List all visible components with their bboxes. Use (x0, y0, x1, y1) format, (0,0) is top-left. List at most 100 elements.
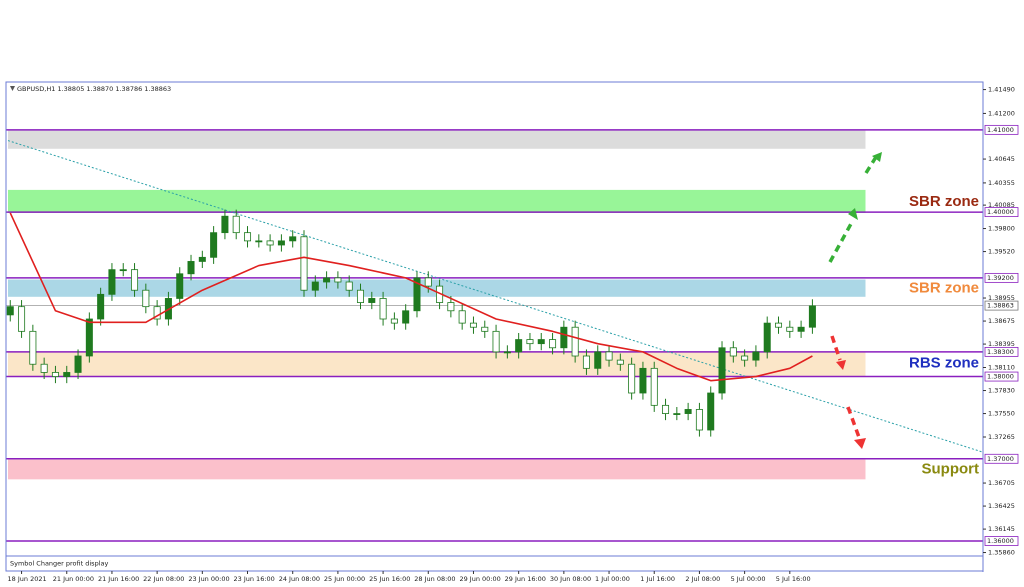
candle-body (255, 240, 263, 243)
x-tick-label: 25 Jun 00:00 (324, 575, 365, 583)
arrow-up (828, 221, 854, 263)
annotation: RBS zone (909, 354, 979, 371)
x-tick-label: 24 Jun 08:00 (279, 575, 320, 583)
level-label-box (984, 207, 1019, 218)
y-tick-label: 1.36425 (988, 502, 1015, 510)
annotation-bg (900, 193, 981, 212)
annotation-bg (900, 354, 981, 373)
annotation-bg (900, 460, 981, 479)
x-tick-label: 23 Jun 00:00 (188, 575, 229, 583)
candle-body (300, 236, 308, 291)
candle-body (594, 351, 602, 369)
candle-body (458, 310, 466, 324)
candle-body (334, 277, 342, 283)
y-tick-label: 1.38675 (988, 317, 1015, 325)
last-price-label: 1.38863 (987, 302, 1014, 310)
candle-body (176, 273, 184, 299)
candle-body (142, 289, 150, 308)
zone (8, 129, 866, 149)
annotation: SBR zone (909, 193, 979, 210)
zone (8, 351, 866, 377)
y-tick-label: 1.40355 (988, 179, 1015, 187)
candle-body (605, 351, 613, 361)
annotation: SBR zone (909, 280, 979, 297)
x-tick-label: 1 Jul 16:00 (640, 575, 675, 583)
candle-body (131, 269, 139, 291)
x-tick-label: 21 Jun 16:00 (98, 575, 139, 583)
price-axis: 1.41490 1.41200 1.40645 1.40355 1.40085 1.398… (8, 86, 1019, 583)
candle-body (40, 363, 48, 373)
candle-body (311, 281, 319, 291)
candle-body (515, 339, 523, 353)
candle-body (650, 367, 658, 406)
level-label-box (984, 371, 1019, 382)
x-tick-label: 29 Jun 16:00 (505, 575, 546, 583)
candle-body (63, 372, 71, 377)
zone (8, 189, 866, 213)
y-tick-label: 1.38110 (988, 364, 1015, 372)
arrow-down (830, 335, 842, 361)
candle-body (356, 289, 364, 303)
candle-body (402, 310, 410, 324)
candle-body (786, 326, 794, 332)
y-tick-label: 1.35860 (988, 549, 1015, 557)
y-tick-label: 1.41490 (988, 86, 1015, 94)
candle-body (6, 306, 14, 316)
arrow-head (836, 360, 846, 370)
x-tick-label: 21 Jun 00:00 (53, 575, 94, 583)
annotation: Support (922, 460, 980, 477)
candle-body (673, 413, 681, 415)
candle-body (718, 347, 726, 394)
candle-body (752, 351, 760, 361)
x-tick-label: 23 Jun 16:00 (234, 575, 275, 583)
y-tick-label: 1.41200 (988, 109, 1015, 117)
candle-body (616, 359, 624, 365)
candle-body (560, 326, 568, 349)
y-tick-label: 1.36145 (988, 525, 1015, 533)
x-tick-label: 2 Jul 08:00 (685, 575, 720, 583)
candle-body (221, 215, 229, 234)
candle-body (469, 322, 477, 328)
level-label-box (984, 124, 1019, 135)
x-tick-label: 5 Jul 00:00 (731, 575, 766, 583)
level-label-box (984, 536, 1019, 546)
candle-body (503, 351, 511, 354)
candle-body (549, 339, 557, 349)
level-label-box (984, 272, 1019, 283)
candle-body (198, 256, 206, 262)
title-arrow (10, 86, 15, 91)
candle-body (74, 355, 82, 373)
candle-body (277, 240, 285, 246)
arrow-head (848, 208, 858, 220)
candle-body (684, 409, 692, 414)
x-tick-label: 18 Jun 2021 (8, 575, 47, 583)
candle-body (537, 339, 545, 345)
level-label: 1.38300 (987, 348, 1014, 356)
x-tick-label: 1 Jul 00:00 (595, 575, 630, 583)
candle-body (244, 232, 252, 242)
candle-body (775, 322, 783, 328)
candle-body (707, 392, 715, 431)
arrows (828, 156, 878, 441)
candle-body (571, 326, 579, 357)
level-label: 1.36000 (987, 537, 1014, 545)
y-tick-label: 1.39800 (988, 225, 1015, 233)
x-tick-label: 25 Jun 16:00 (369, 575, 410, 583)
candle-body (424, 277, 432, 287)
candle-body (29, 330, 37, 365)
arrow-head (854, 438, 866, 449)
candle-body (187, 261, 195, 275)
candle-body (639, 367, 647, 394)
zones (8, 129, 866, 480)
candle-body (729, 347, 737, 357)
level-label: 1.39200 (987, 274, 1014, 282)
y-tick-label: 1.38955 (988, 294, 1015, 302)
candle-body (390, 318, 398, 324)
y-tick-label: 1.40645 (988, 155, 1015, 163)
moving-average (9, 212, 813, 382)
candle-body (526, 339, 534, 345)
candle-body (345, 281, 353, 291)
candle-body (379, 298, 387, 320)
y-tick-label: 1.37830 (988, 387, 1015, 395)
candle-body (210, 232, 218, 258)
